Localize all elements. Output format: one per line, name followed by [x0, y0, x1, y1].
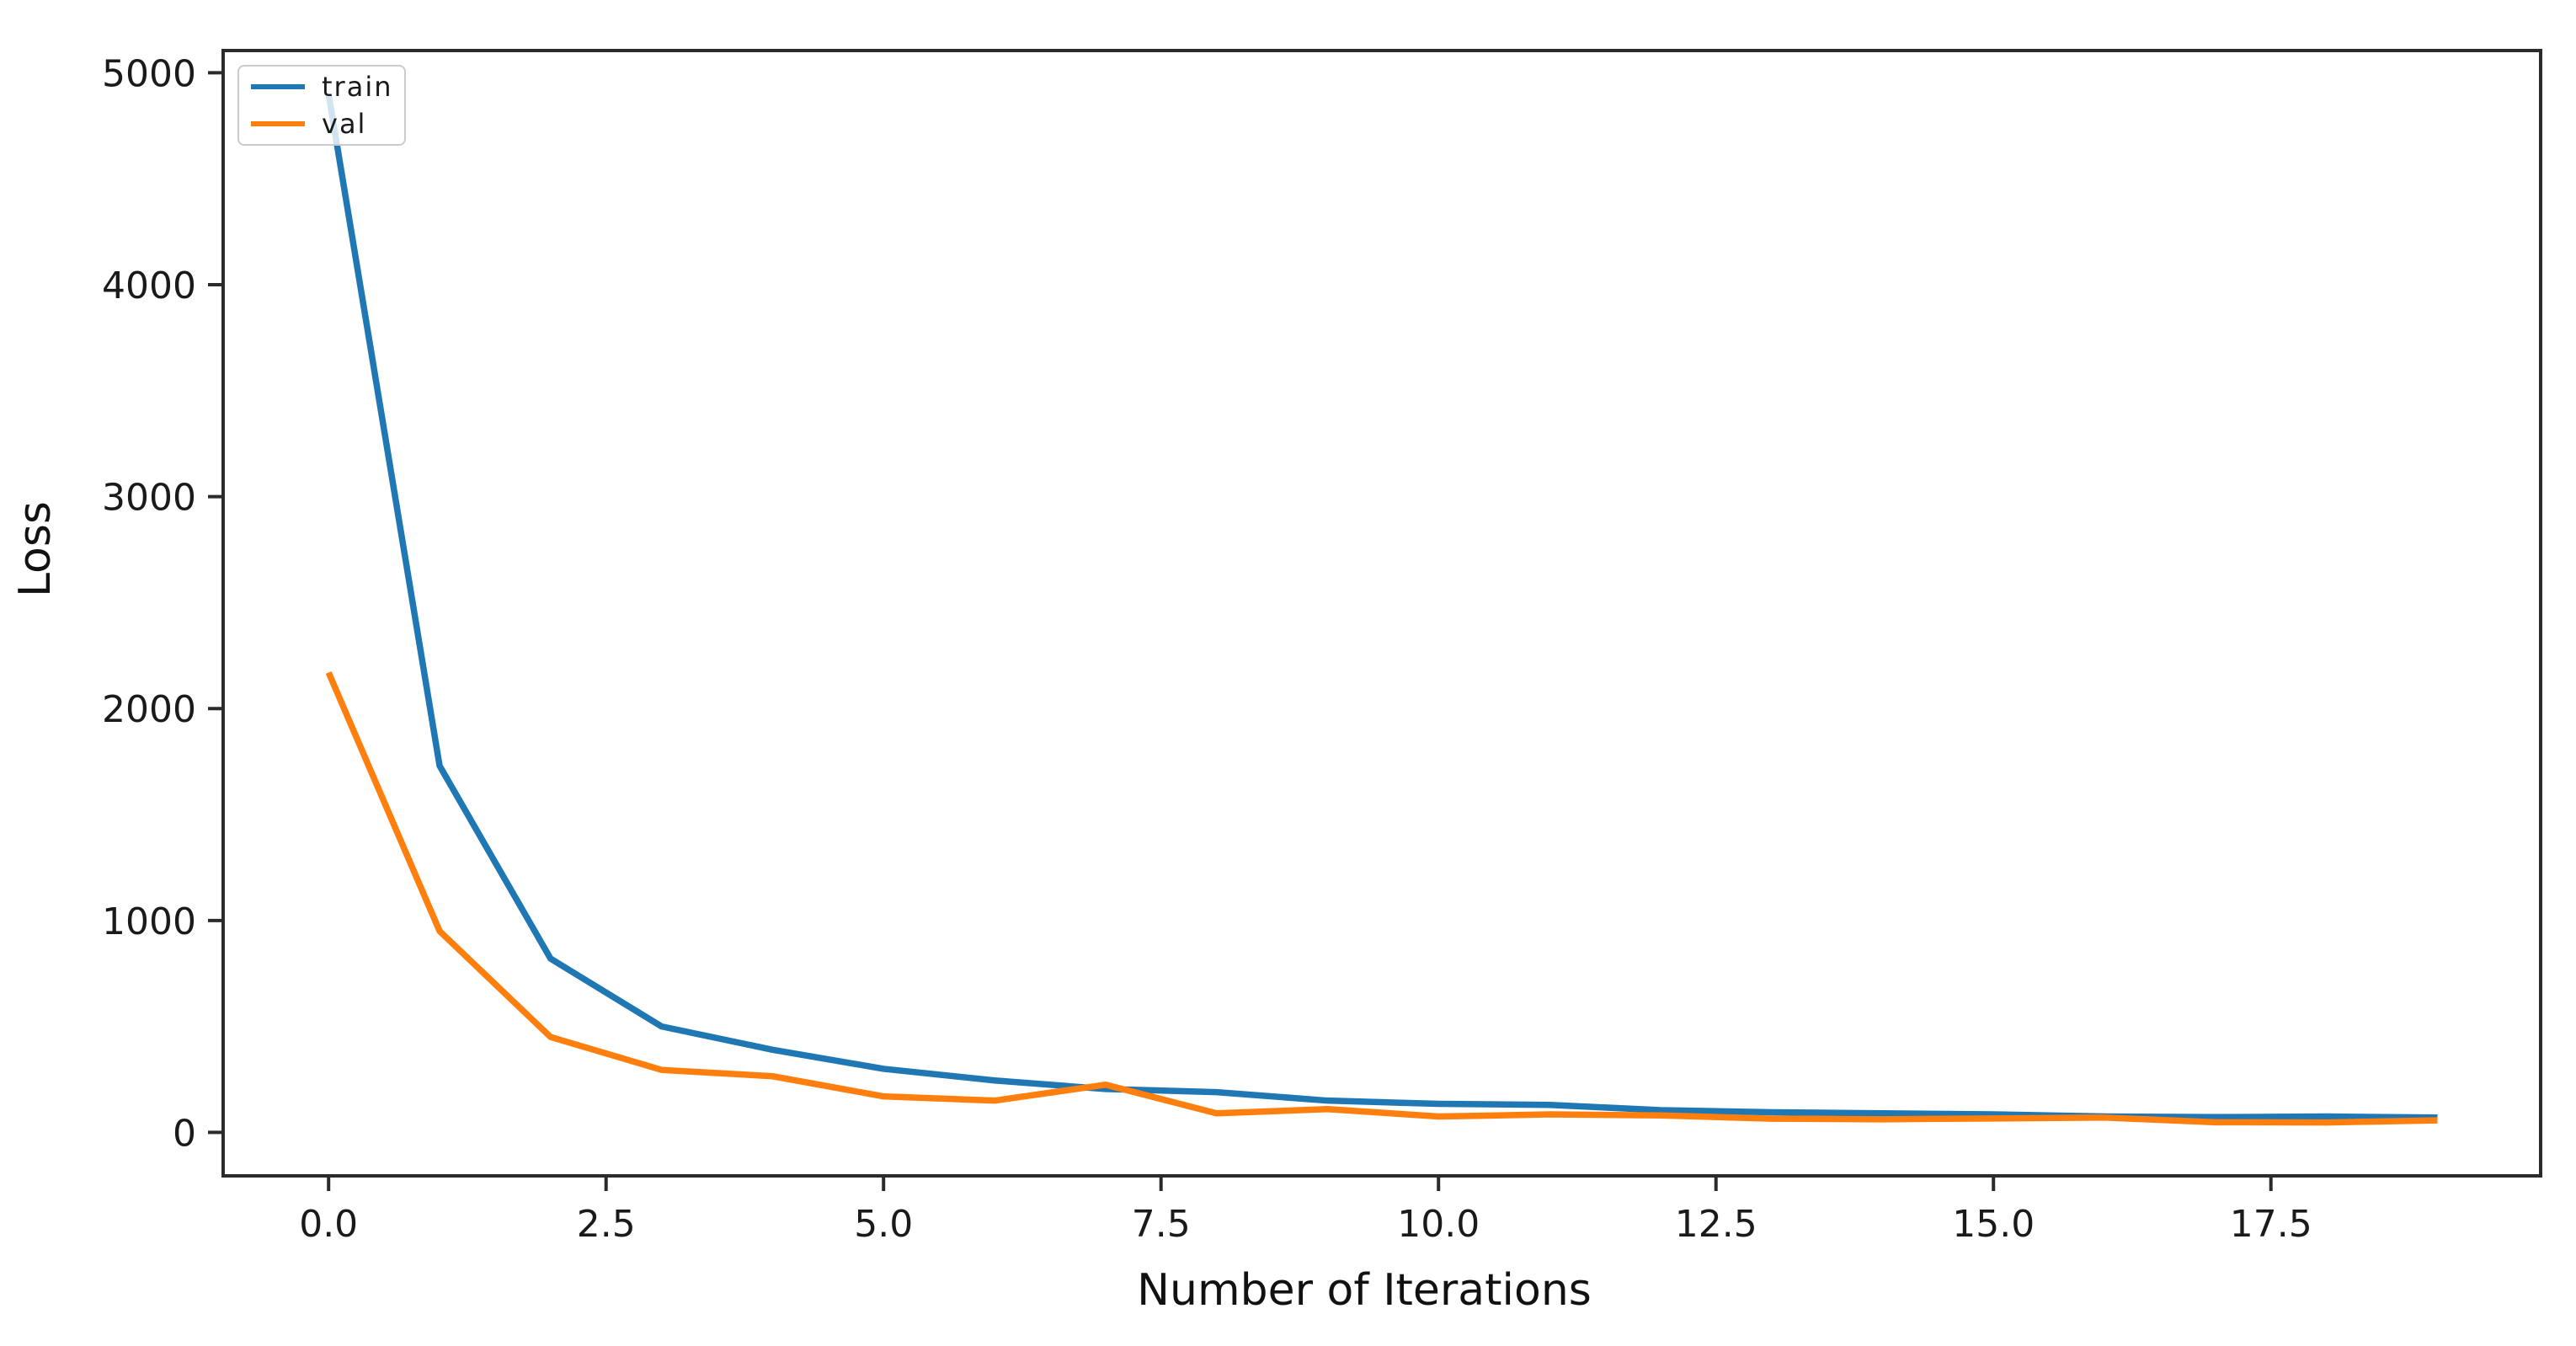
train-line-series: [325, 93, 2438, 1121]
y-tick-label: 1000: [102, 900, 196, 943]
y-tick-label: 4000: [102, 264, 196, 307]
x-tick-label: 15.0: [1952, 1203, 2035, 1246]
x-tick-label: 0.0: [299, 1203, 358, 1246]
y-tick-label: 5000: [102, 52, 196, 95]
x-tick-label: 5.0: [854, 1203, 913, 1246]
x-tick-label: 7.5: [1132, 1203, 1191, 1246]
y-tick-label: 3000: [102, 477, 196, 520]
train-line-swatch: [251, 84, 305, 89]
axes-frame: [221, 49, 2542, 1178]
legend: train val: [237, 65, 406, 146]
x-tick-label: 17.5: [2230, 1203, 2312, 1246]
legend-label-train: train: [322, 71, 393, 103]
y-tick-label: 0: [173, 1112, 196, 1155]
val-line-series: [325, 670, 2438, 1126]
y-tick-label: 2000: [102, 688, 196, 731]
legend-item-val: val: [251, 110, 392, 137]
x-tick-label: 2.5: [577, 1203, 636, 1246]
x-axis-label: Number of Iterations: [1137, 1265, 1592, 1316]
legend-label-val: val: [322, 108, 367, 140]
y-axis-label: Loss: [10, 500, 61, 598]
legend-item-train: train: [251, 73, 392, 100]
x-tick-label: 10.0: [1397, 1203, 1480, 1246]
val-line-swatch: [251, 121, 305, 126]
x-tick-label: 12.5: [1675, 1203, 1757, 1246]
